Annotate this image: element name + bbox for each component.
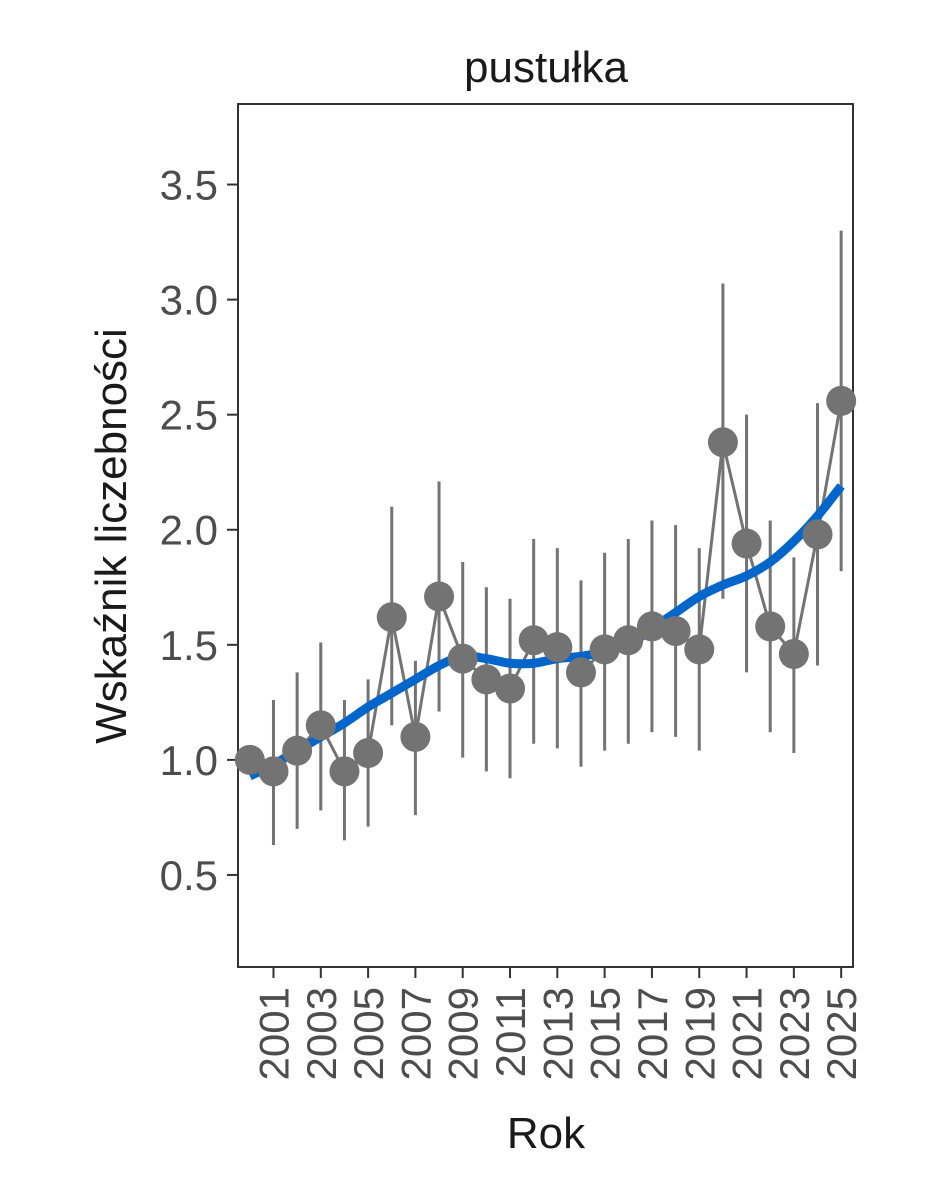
x-tick-label: 2001 [250, 987, 297, 1080]
chart-title: pustułka [464, 43, 628, 92]
x-tick-label: 2021 [724, 987, 771, 1080]
y-axis: 0.5 1.0 1.5 2.0 2.5 3.0 3.5 [160, 162, 238, 899]
series-line [249, 400, 843, 774]
data-point [234, 744, 265, 775]
data-point [731, 528, 762, 559]
data-point [778, 639, 809, 670]
y-tick-label: 3.0 [160, 277, 218, 324]
x-tick-label: 2025 [818, 987, 865, 1080]
data-point [447, 643, 478, 674]
data-point [707, 427, 738, 458]
data-point [282, 735, 313, 766]
data-point [636, 611, 667, 642]
y-tick-label: 1.0 [160, 737, 218, 784]
data-point [258, 756, 289, 787]
data-point [755, 611, 786, 642]
data-point [376, 602, 407, 633]
data-point [542, 632, 573, 663]
x-tick-label: 2005 [345, 987, 392, 1080]
data-point [305, 710, 336, 741]
x-axis-label: Rok [507, 1109, 586, 1158]
data-point [802, 519, 833, 550]
y-tick-label: 2.5 [160, 392, 218, 439]
x-tick-label: 2019 [676, 987, 723, 1080]
data-point [684, 634, 715, 665]
data-point [518, 625, 549, 656]
data-point [613, 625, 644, 656]
data-point [329, 756, 360, 787]
x-tick-label: 2011 [487, 987, 534, 1077]
y-axis-label: Wskaźnik liczebności [87, 328, 136, 744]
x-tick-label: 2007 [392, 987, 439, 1080]
data-point [565, 657, 596, 688]
x-tick-label: 2009 [440, 987, 487, 1080]
x-tick-label: 2015 [582, 987, 629, 1080]
x-axis: 2001 2003 2005 2007 2009 2011 2013 2015 2017 2019… [250, 967, 865, 1080]
y-tick-label: 3.5 [160, 162, 218, 209]
trend-line [247, 483, 845, 781]
data-point [826, 385, 857, 416]
y-tick-label: 0.5 [160, 852, 218, 899]
plot-panel-border [237, 103, 854, 968]
data-point [660, 616, 691, 647]
x-tick-label: 2003 [298, 987, 345, 1080]
x-tick-label: 2013 [534, 987, 581, 1080]
plot-area [234, 230, 857, 846]
data-point [424, 581, 455, 612]
data-point [353, 737, 384, 768]
data-point [589, 634, 620, 665]
x-tick-label: 2023 [771, 987, 818, 1080]
data-point [400, 721, 431, 752]
x-tick-label: 2017 [629, 987, 676, 1080]
data-point [495, 673, 526, 704]
data-point [471, 664, 502, 695]
y-tick-label: 2.0 [160, 507, 218, 554]
y-tick-label: 1.5 [160, 622, 218, 669]
